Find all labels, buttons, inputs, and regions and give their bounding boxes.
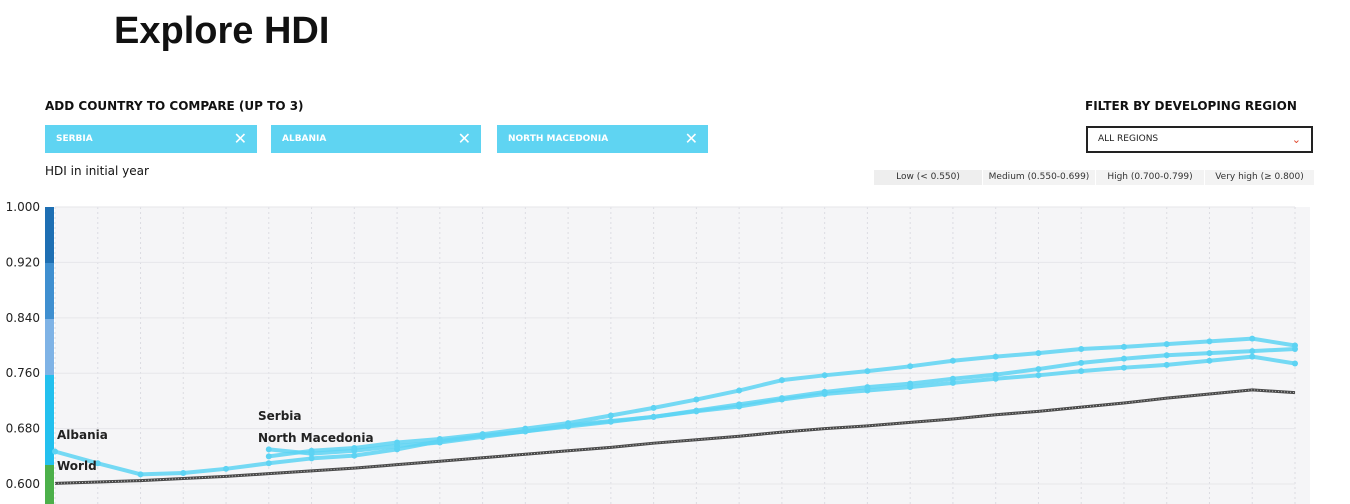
point — [907, 363, 914, 370]
point — [436, 438, 443, 445]
point — [180, 469, 187, 476]
point — [1206, 357, 1213, 364]
compare-label: ADD COUNTRY TO COMPARE (UP TO 3) — [45, 99, 304, 113]
level-bar — [45, 263, 54, 319]
point — [949, 357, 956, 364]
country-tag[interactable]: ALBANIA ✕ — [271, 125, 481, 153]
point — [1163, 352, 1170, 359]
series-label: Albania — [57, 428, 108, 442]
hdi-level[interactable]: Medium (0.550-0.699) — [983, 170, 1095, 185]
point — [1249, 335, 1256, 342]
point — [1292, 345, 1298, 352]
point — [693, 407, 700, 414]
point — [1035, 350, 1042, 357]
point — [736, 401, 743, 408]
point — [607, 412, 614, 419]
point — [1120, 355, 1127, 362]
point — [1249, 348, 1256, 355]
point — [1249, 353, 1256, 360]
point — [1078, 368, 1085, 375]
series-label: Serbia — [258, 409, 302, 423]
point — [821, 372, 828, 379]
point — [693, 396, 700, 403]
country-tag[interactable]: SERBIA ✕ — [45, 125, 257, 153]
point — [607, 418, 614, 425]
chart-title: HDI in initial year — [45, 164, 149, 178]
point — [1078, 359, 1085, 366]
point — [351, 452, 358, 459]
tag-text: NORTH MACEDONIA — [508, 134, 609, 144]
filter-label: FILTER BY DEVELOPING REGION — [1085, 99, 1297, 113]
point — [1035, 366, 1042, 373]
point — [949, 375, 956, 382]
point — [992, 375, 999, 382]
point — [94, 460, 101, 467]
point — [1163, 341, 1170, 348]
country-tag[interactable]: NORTH MACEDONIA ✕ — [497, 125, 708, 153]
point — [864, 384, 871, 391]
point — [907, 380, 914, 387]
point — [479, 432, 486, 439]
y-tick-label: 0.760 — [6, 366, 40, 380]
level-bar — [45, 319, 54, 375]
point — [992, 371, 999, 378]
point — [1078, 345, 1085, 352]
level-bar — [45, 375, 54, 465]
point — [265, 453, 272, 460]
point — [821, 388, 828, 395]
point — [223, 465, 230, 472]
point — [565, 422, 572, 429]
select-text: ALL REGIONS — [1098, 134, 1159, 144]
hdi-level[interactable]: High (0.700-0.799) — [1096, 170, 1204, 185]
point — [1163, 361, 1170, 368]
point — [992, 353, 999, 360]
point — [522, 428, 529, 435]
point — [949, 379, 956, 386]
tag-text: ALBANIA — [282, 134, 327, 144]
point — [394, 446, 401, 453]
chart: 0.600 0.680 0.760 0.840 0.920 1.000 Serbia Nort… — [6, 200, 1310, 504]
tag-text: SERBIA — [56, 134, 93, 144]
point — [1206, 338, 1213, 345]
hdi-level[interactable]: Very high (≥ 0.800) — [1205, 170, 1314, 185]
point — [265, 446, 272, 453]
point — [351, 447, 358, 454]
region-select[interactable]: ALL REGIONS ⌄ — [1086, 126, 1313, 153]
y-tick-label: 0.600 — [6, 477, 40, 491]
point — [1206, 350, 1213, 357]
series-label: World — [57, 459, 97, 473]
point — [1120, 343, 1127, 350]
level-bar — [45, 465, 54, 504]
world-line-dash — [54, 389, 1296, 484]
point — [308, 450, 315, 457]
y-tick-label: 0.840 — [6, 311, 40, 325]
point — [650, 404, 657, 411]
series-label: North Macedonia — [258, 431, 374, 445]
point — [778, 377, 785, 384]
point — [308, 455, 315, 462]
y-tick-label: 0.680 — [6, 422, 40, 436]
plot-bg — [55, 207, 1310, 504]
point — [137, 471, 144, 478]
point — [1120, 364, 1127, 371]
point — [1035, 372, 1042, 379]
point — [52, 448, 58, 455]
point — [1292, 360, 1298, 367]
y-tick-label: 1.000 — [6, 200, 40, 214]
y-tick-label: 0.920 — [6, 255, 40, 269]
level-bar — [45, 207, 54, 263]
hdi-level[interactable]: Low (< 0.550) — [874, 170, 982, 185]
point — [265, 460, 272, 467]
point — [650, 413, 657, 420]
point — [736, 387, 743, 394]
point — [864, 368, 871, 375]
country-line — [54, 346, 1296, 477]
page-title: Explore HDI — [114, 10, 330, 52]
point — [778, 395, 785, 402]
